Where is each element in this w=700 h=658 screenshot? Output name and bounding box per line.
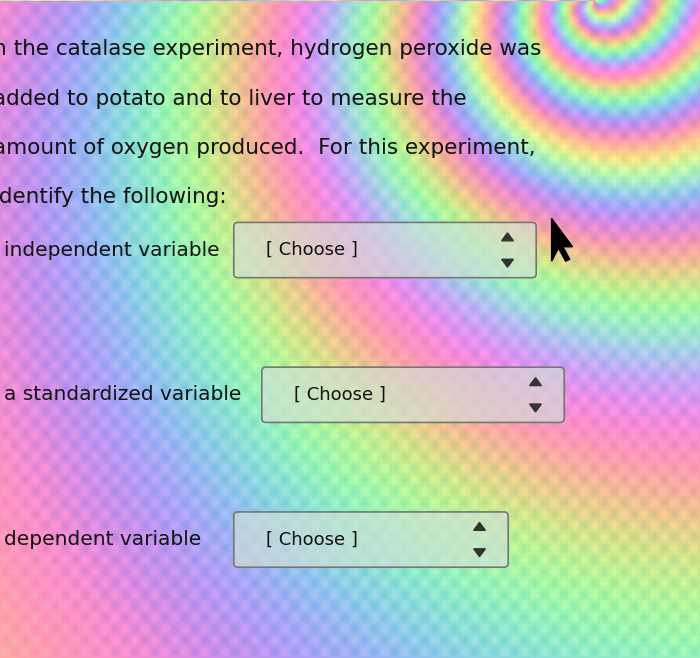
Polygon shape [530,378,541,386]
Polygon shape [474,549,485,557]
Polygon shape [502,233,513,241]
FancyBboxPatch shape [262,367,564,422]
Text: dependent variable: dependent variable [4,530,201,549]
FancyBboxPatch shape [234,222,536,278]
Polygon shape [502,259,513,267]
Text: [ Choose ]: [ Choose ] [294,386,386,404]
Text: [ Choose ]: [ Choose ] [266,241,358,259]
Text: a standardized variable: a standardized variable [4,386,241,404]
Text: amount of oxygen produced.  For this experiment,: amount of oxygen produced. For this expe… [0,138,536,158]
Polygon shape [530,404,541,412]
Text: n the catalase experiment, hydrogen peroxide was: n the catalase experiment, hydrogen pero… [0,39,541,59]
FancyBboxPatch shape [234,512,508,567]
Text: added to potato and to liver to measure the: added to potato and to liver to measure … [0,89,467,109]
Text: identify the following:: identify the following: [0,188,227,207]
Polygon shape [552,218,573,261]
Text: [ Choose ]: [ Choose ] [266,530,358,549]
Text: independent variable: independent variable [4,241,219,259]
Polygon shape [474,522,485,530]
